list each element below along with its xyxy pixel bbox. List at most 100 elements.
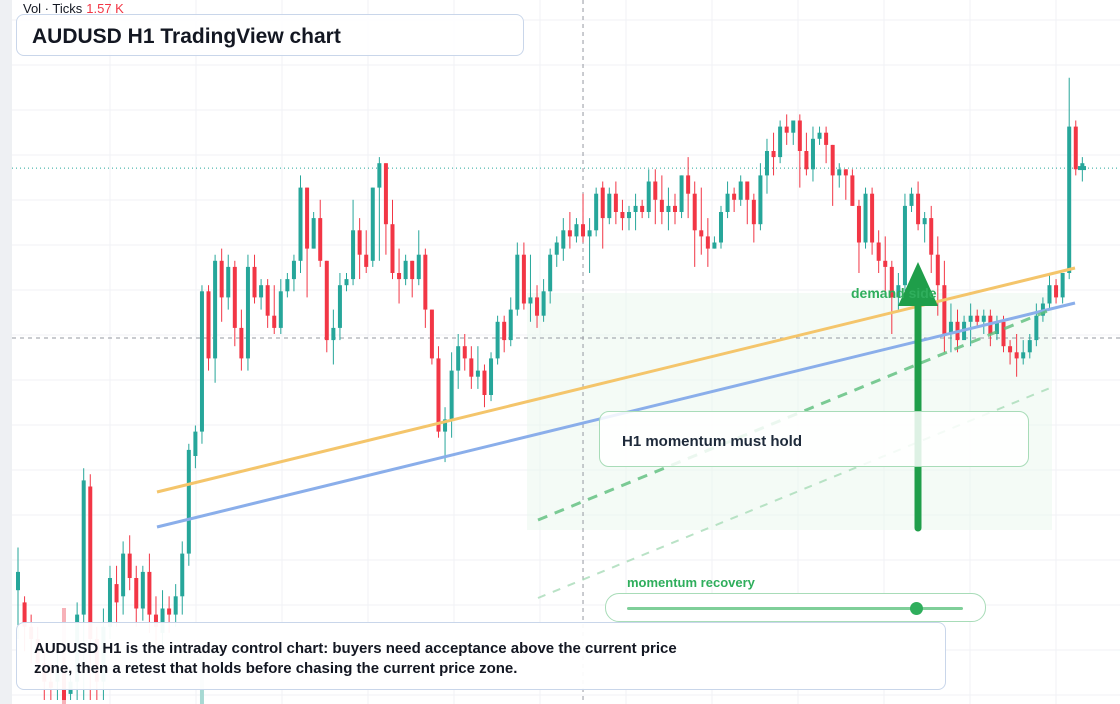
- projection-line-lower: [537, 387, 1051, 599]
- candle-body: [489, 358, 494, 395]
- candle-body: [659, 199, 664, 212]
- candle-body: [902, 205, 907, 286]
- candle-body: [127, 553, 132, 578]
- candle-body: [620, 212, 625, 219]
- candle-body: [738, 181, 743, 200]
- candle-body: [114, 584, 119, 603]
- candle-body: [1034, 315, 1039, 341]
- current-price-marker: [1078, 166, 1086, 171]
- candle-body: [1054, 285, 1059, 298]
- candle-body: [686, 175, 691, 194]
- candle-body: [843, 169, 848, 176]
- candle-body: [935, 254, 940, 286]
- candle-body: [948, 321, 953, 334]
- volume-value: 1.57 K: [86, 1, 124, 16]
- candle-body: [1027, 340, 1032, 353]
- candle-body: [600, 187, 605, 219]
- candle-body: [272, 315, 277, 328]
- candle-body: [377, 163, 382, 188]
- candle-body: [587, 230, 592, 237]
- candle-body: [318, 218, 323, 261]
- candle-body: [147, 571, 152, 615]
- momentum-slider-knob[interactable]: [909, 602, 923, 615]
- candle-body: [337, 285, 342, 328]
- candle-body: [646, 181, 651, 212]
- candle-body: [219, 260, 224, 298]
- candle-body: [449, 370, 454, 420]
- candle-body: [232, 266, 237, 328]
- momentum-slider-track[interactable]: [627, 607, 963, 610]
- candle-body: [673, 205, 677, 212]
- candle-body: [88, 486, 93, 639]
- candle-body: [909, 193, 914, 206]
- candle-body: [226, 266, 231, 298]
- candle-body: [561, 230, 566, 249]
- candle-body: [383, 163, 388, 225]
- candle-body: [922, 218, 927, 225]
- candle-body: [581, 224, 586, 237]
- candle-body: [515, 254, 520, 310]
- candle-body: [436, 358, 441, 432]
- candle-body: [278, 291, 283, 328]
- candle-body: [475, 370, 480, 377]
- momentum-hold-callout[interactable]: H1 momentum must hold: [599, 411, 1029, 467]
- candle-body: [1047, 285, 1052, 304]
- candle-body: [390, 224, 395, 273]
- candle-body: [291, 260, 296, 280]
- candle-body: [285, 279, 290, 292]
- candle-body: [469, 358, 474, 377]
- candle-body: [259, 285, 264, 298]
- candle-body: [462, 346, 467, 359]
- candle-body: [817, 132, 822, 139]
- candle-body: [508, 309, 513, 341]
- momentum-recovery-label: momentum recovery: [627, 575, 755, 590]
- candle-body: [791, 120, 796, 133]
- candle-body: [16, 571, 20, 591]
- candle-body: [653, 181, 658, 200]
- candle-body: [679, 175, 684, 212]
- candle-body: [732, 193, 737, 200]
- candle-body: [942, 285, 947, 334]
- candle-body: [199, 291, 204, 432]
- candle-body: [837, 169, 842, 176]
- candle-body: [265, 285, 270, 316]
- candle-body: [666, 205, 671, 212]
- candle-body: [889, 266, 894, 298]
- candle-body: [784, 126, 789, 133]
- candle-body: [975, 315, 980, 322]
- candle-body: [153, 614, 158, 627]
- analysis-note: AUDUSD H1 is the intraday control chart:…: [34, 640, 677, 677]
- candlesticks: [16, 77, 1085, 700]
- candle-body: [22, 602, 27, 627]
- candle-body: [403, 260, 408, 280]
- candle-body: [344, 279, 349, 286]
- candle-body: [883, 260, 888, 267]
- candle-body: [351, 230, 356, 280]
- candle-body: [140, 571, 145, 609]
- momentum-slider[interactable]: [605, 593, 986, 622]
- candle-body: [206, 291, 211, 359]
- analysis-note-box: AUDUSD H1 is the intraday control chart:…: [16, 622, 946, 690]
- candle-body: [725, 193, 730, 212]
- candle-body: [1001, 321, 1006, 347]
- demand-side-label: demand side: [851, 285, 937, 301]
- candle-body: [535, 297, 540, 316]
- candle-body: [712, 242, 717, 249]
- candle-body: [107, 578, 112, 627]
- candle-body: [502, 321, 507, 341]
- candle-body: [528, 297, 533, 304]
- candle-body: [370, 187, 375, 261]
- candle-body: [1014, 352, 1019, 359]
- candle-body: [758, 175, 763, 225]
- candle-body: [850, 175, 855, 206]
- candle-body: [173, 596, 178, 615]
- candle-body: [252, 266, 257, 298]
- candle-body: [778, 126, 783, 158]
- candle-body: [160, 608, 165, 633]
- candle-body: [824, 132, 829, 145]
- candle-body: [830, 144, 835, 176]
- demand-arrow-head: [898, 262, 938, 306]
- candle-body: [482, 370, 487, 395]
- candle-body: [567, 230, 572, 237]
- candle-body: [1021, 352, 1026, 359]
